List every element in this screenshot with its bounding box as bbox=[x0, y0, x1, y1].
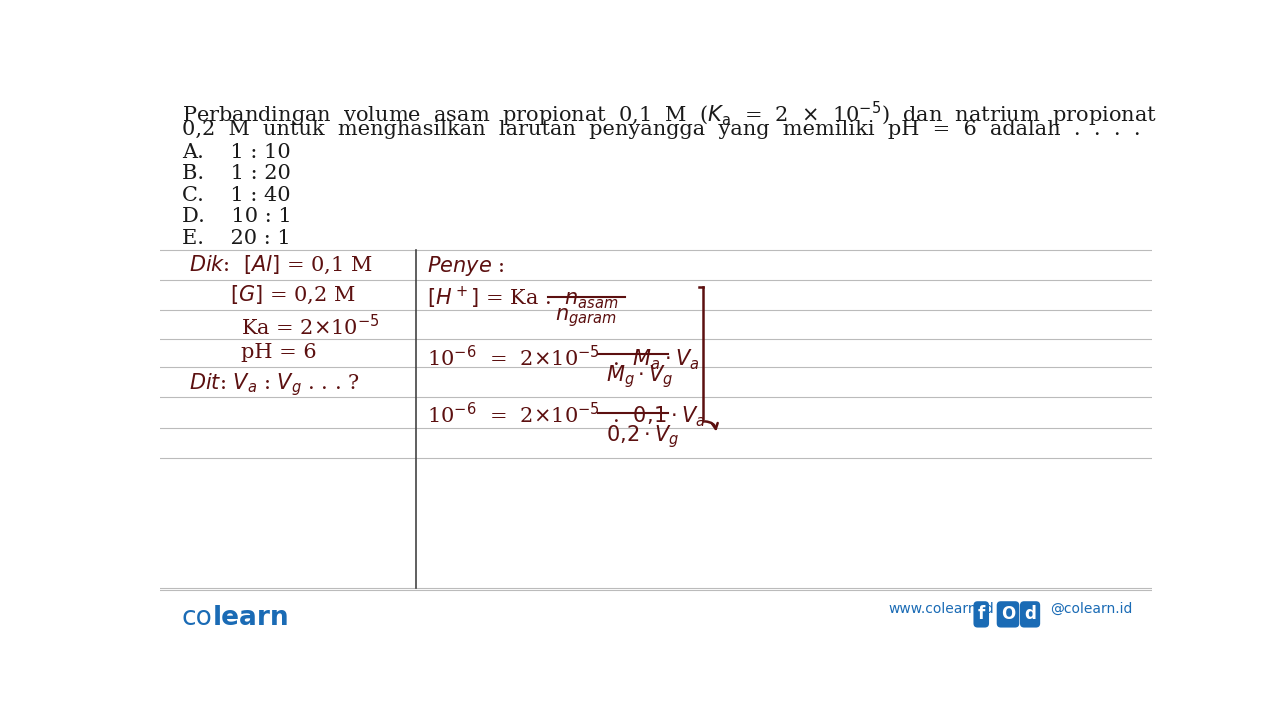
Text: A.    1 : 10: A. 1 : 10 bbox=[182, 143, 291, 161]
Text: 10$^{-6}$  =  2$\times$10$^{-5}$  .  $0,\!1 \cdot V_a$: 10$^{-6}$ = 2$\times$10$^{-5}$ . $0,\!1 … bbox=[428, 400, 707, 429]
Text: $[G]$ = 0,2 M: $[G]$ = 0,2 M bbox=[229, 284, 355, 307]
Text: $\mathit{Dit}$: $V_a$ : $V_g$ . . . ?: $\mathit{Dit}$: $V_a$ : $V_g$ . . . ? bbox=[189, 372, 360, 398]
Text: E.    20 : 1: E. 20 : 1 bbox=[182, 229, 291, 248]
Text: www.colearn.id: www.colearn.id bbox=[888, 603, 995, 616]
Text: C.    1 : 40: C. 1 : 40 bbox=[182, 186, 291, 204]
Text: f: f bbox=[978, 606, 984, 624]
Text: co: co bbox=[182, 606, 212, 631]
Text: @colearn.id: @colearn.id bbox=[1050, 603, 1132, 616]
Text: D.    10 : 1: D. 10 : 1 bbox=[182, 207, 292, 226]
Text: $\mathit{Dik}$:  $[Al]$ = 0,1 M: $\mathit{Dik}$: $[Al]$ = 0,1 M bbox=[189, 254, 372, 276]
Text: $[H^+]$ = Ka .  $n_{asam}$: $[H^+]$ = Ka . $n_{asam}$ bbox=[428, 284, 618, 311]
Text: 10$^{-6}$  =  2$\times$10$^{-5}$  .  $M_a \cdot V_a$: 10$^{-6}$ = 2$\times$10$^{-5}$ . $M_a \c… bbox=[428, 343, 700, 372]
Text: Perbandingan  volume  asam  propionat  0,1  M  ($K_{\mathrm{a}}$  =  2  $\times$: Perbandingan volume asam propionat 0,1 M… bbox=[182, 100, 1157, 130]
Text: $M_g \cdot V_g$: $M_g \cdot V_g$ bbox=[605, 364, 673, 390]
Text: O: O bbox=[1001, 606, 1015, 624]
Text: pH = 6: pH = 6 bbox=[242, 343, 317, 362]
Text: B.    1 : 20: B. 1 : 20 bbox=[182, 164, 291, 183]
Text: Ka = 2$\times$10$^{-5}$: Ka = 2$\times$10$^{-5}$ bbox=[242, 313, 380, 338]
Text: learn: learn bbox=[212, 606, 289, 631]
Text: d: d bbox=[1024, 606, 1036, 624]
Text: $n_{garam}$: $n_{garam}$ bbox=[556, 306, 617, 328]
Text: $\mathit{Penye}$ :: $\mathit{Penye}$ : bbox=[428, 254, 504, 278]
Text: 0,2  M  untuk  menghasilkan  larutan  penyangga  yang  memiliki  pH  =  6  adala: 0,2 M untuk menghasilkan larutan penyang… bbox=[182, 120, 1140, 139]
Text: $0,\!2 \cdot V_g$: $0,\!2 \cdot V_g$ bbox=[605, 423, 680, 450]
